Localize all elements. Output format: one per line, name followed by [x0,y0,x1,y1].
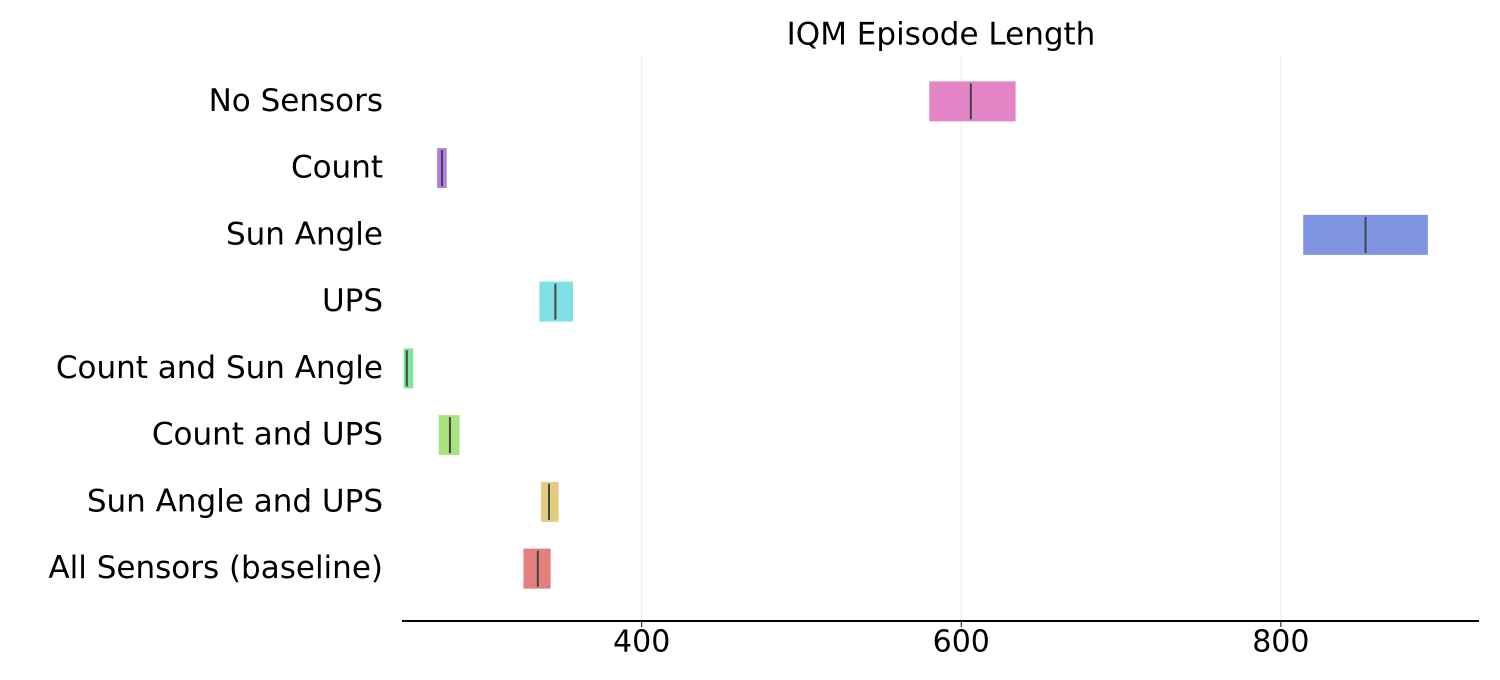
y-tick-label: All Sensors (baseline) [48,550,383,586]
x-tick-label: 800 [1252,625,1309,660]
interval-bar [403,348,414,389]
y-tick-label: Count and Sun Angle [56,350,383,386]
y-tick-label: Count [291,150,383,186]
interval-bar [929,81,1016,122]
y-tick-label: No Sensors [209,83,383,119]
x-tick-label: 400 [613,625,670,660]
y-tick-label: Sun Angle [226,216,383,252]
y-tick-label: UPS [322,283,383,319]
y-tick-label: Sun Angle and UPS [87,483,383,519]
y-tick-label: Count and UPS [152,417,383,453]
x-tick-label: 600 [933,625,990,660]
chart-title: IQM Episode Length [787,17,1096,53]
